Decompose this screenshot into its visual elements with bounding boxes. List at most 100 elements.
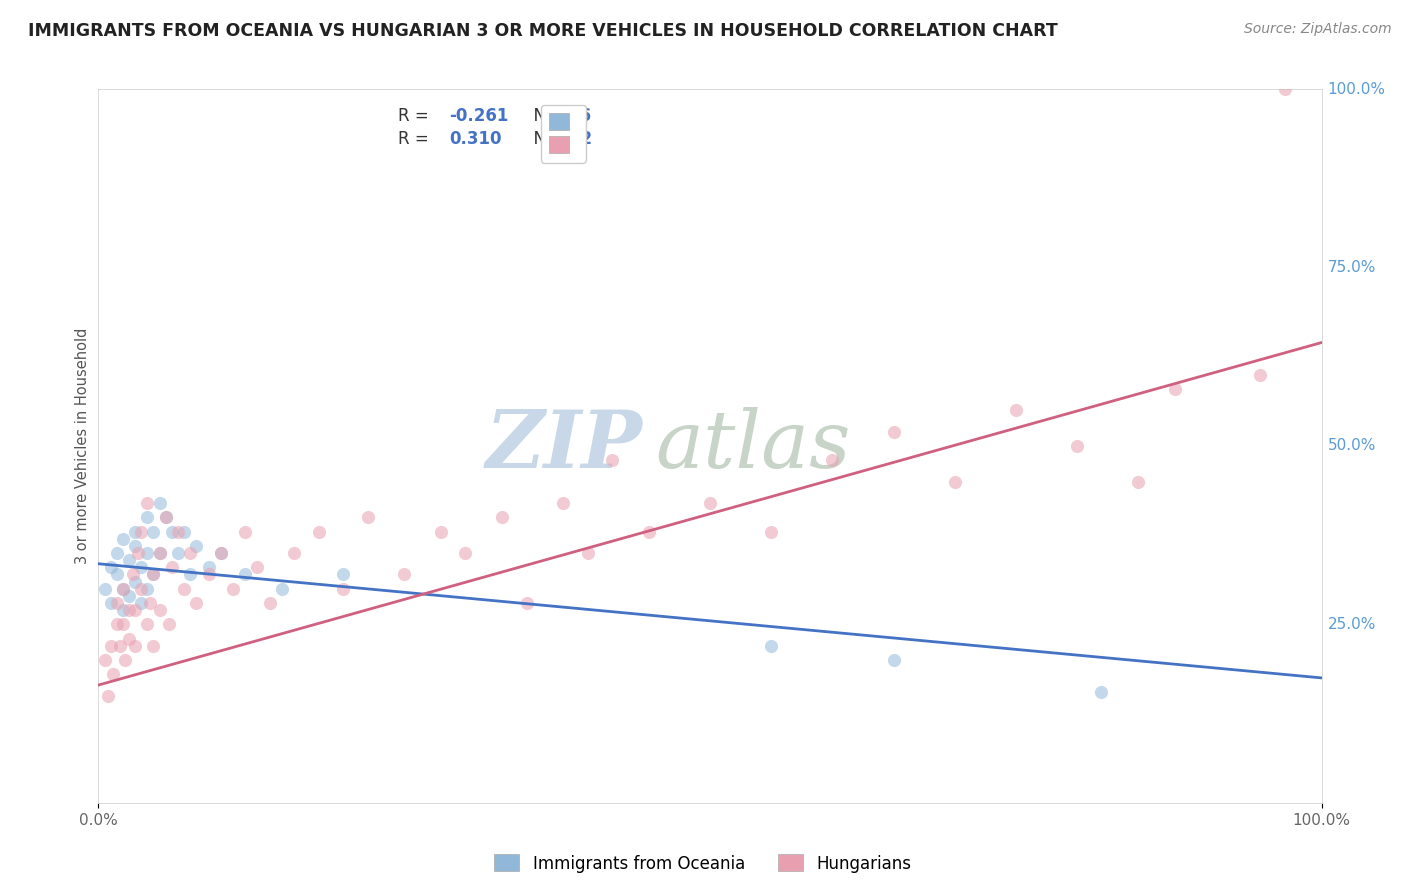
Text: R =: R = (398, 130, 434, 148)
Point (111, 603, 134, 617)
Point (553, 496, 575, 510)
Point (155, 510, 177, 524)
Point (197, 567, 219, 582)
Point (118, 589, 141, 603)
Point (105, 567, 128, 582)
Point (142, 567, 165, 582)
Point (118, 553, 141, 567)
Point (142, 524, 165, 539)
Point (637, 524, 661, 539)
Point (173, 582, 195, 596)
Legend: Immigrants from Oceania, Hungarians: Immigrants from Oceania, Hungarians (488, 847, 918, 880)
Point (160, 524, 183, 539)
Point (1128, 475, 1150, 489)
Point (179, 567, 201, 582)
Point (149, 496, 172, 510)
Text: 0.310: 0.310 (450, 130, 502, 148)
Point (111, 617, 134, 632)
Point (100, 596, 122, 610)
Point (124, 639, 146, 653)
Point (114, 653, 136, 667)
Point (129, 582, 152, 596)
Point (129, 596, 152, 610)
Point (430, 524, 453, 539)
Point (121, 567, 143, 582)
Point (1249, 368, 1271, 382)
Point (246, 560, 269, 574)
Point (118, 603, 141, 617)
Point (209, 546, 232, 560)
Point (136, 510, 159, 524)
Point (259, 596, 281, 610)
Point (515, 596, 537, 610)
Point (124, 524, 146, 539)
Point (139, 596, 162, 610)
Point (332, 582, 354, 596)
Point (1066, 439, 1088, 453)
Point (160, 560, 183, 574)
Point (155, 510, 177, 524)
Text: atlas: atlas (655, 408, 851, 484)
Text: 25.0%: 25.0% (1327, 617, 1376, 632)
Point (821, 453, 844, 467)
Point (111, 582, 134, 596)
Point (111, 582, 134, 596)
Point (127, 546, 149, 560)
Point (1274, 82, 1296, 96)
Point (105, 546, 128, 560)
Point (233, 567, 256, 582)
Point (356, 510, 378, 524)
Point (93, 582, 115, 596)
Text: R =: R = (398, 107, 434, 125)
Point (129, 524, 152, 539)
Point (111, 532, 134, 546)
Point (1164, 382, 1187, 396)
Text: IMMIGRANTS FROM OCEANIA VS HUNGARIAN 3 OR MORE VEHICLES IN HOUSEHOLD CORRELATION: IMMIGRANTS FROM OCEANIA VS HUNGARIAN 3 O… (28, 22, 1057, 40)
Point (101, 667, 124, 681)
Point (883, 425, 905, 439)
Point (761, 639, 783, 653)
Point (149, 603, 172, 617)
Point (167, 524, 190, 539)
Point (576, 546, 599, 560)
Point (124, 539, 146, 553)
Point (186, 539, 208, 553)
Point (93, 653, 115, 667)
Text: 36: 36 (569, 107, 592, 125)
Point (454, 546, 477, 560)
Text: 75.0%: 75.0% (1327, 260, 1376, 275)
Point (118, 632, 141, 646)
Point (179, 546, 201, 560)
Point (270, 582, 294, 596)
Point (491, 510, 513, 524)
Point (167, 546, 190, 560)
Point (124, 574, 146, 589)
Point (136, 617, 159, 632)
Point (142, 567, 165, 582)
Point (136, 582, 159, 596)
Point (1090, 685, 1112, 699)
Point (97, 689, 120, 703)
Point (283, 546, 305, 560)
Point (209, 546, 232, 560)
Text: N =: N = (523, 107, 571, 125)
Point (699, 496, 721, 510)
Point (105, 617, 128, 632)
Legend: , : , (541, 104, 586, 162)
Point (392, 567, 416, 582)
Point (332, 567, 354, 582)
Point (173, 524, 195, 539)
Text: -0.261: -0.261 (450, 107, 509, 125)
Point (600, 453, 623, 467)
Point (197, 560, 219, 574)
Point (308, 524, 330, 539)
Text: 100.0%: 100.0% (1327, 82, 1386, 96)
Point (233, 524, 256, 539)
Point (110, 639, 132, 653)
Point (136, 546, 159, 560)
Point (1004, 403, 1026, 417)
Point (761, 524, 783, 539)
Y-axis label: 3 or more Vehicles in Household: 3 or more Vehicles in Household (75, 328, 90, 564)
Point (142, 639, 165, 653)
Point (100, 560, 122, 574)
